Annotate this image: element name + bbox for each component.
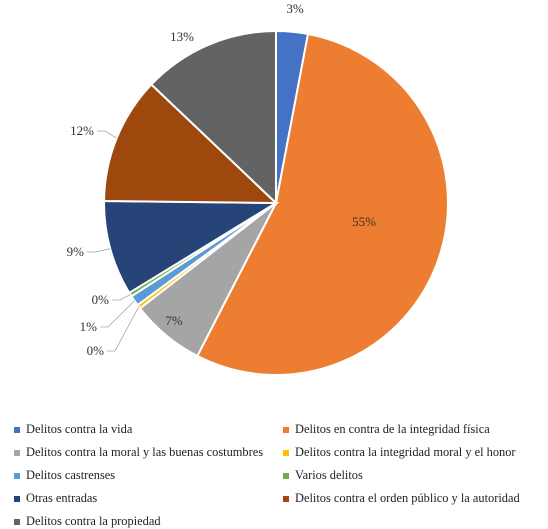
leader-line (107, 306, 140, 352)
pie-slice (195, 32, 449, 376)
legend-label: Delitos contra la integridad moral y el … (295, 445, 516, 459)
pie-slice (149, 29, 277, 206)
legend-label: Delitos castrenses (26, 468, 116, 482)
legend-item: Otras entradas (14, 491, 97, 506)
legend-item: Delitos castrenses (14, 468, 115, 483)
data-label: 9% (67, 244, 85, 259)
legend-label: Delitos contra la moral y las buenas cos… (26, 445, 264, 459)
data-label: 0% (92, 292, 110, 307)
legend-swatch (283, 426, 289, 433)
data-label: 13% (170, 29, 194, 44)
pie-slices (102, 29, 449, 376)
legend-item: Delitos contra la integridad moral y el … (283, 445, 516, 460)
legend: Delitos contra la vida Delitos en contra … (0, 400, 548, 529)
data-label: 55% (352, 214, 376, 229)
leader-lines (87, 130, 140, 352)
legend-label: Otras entradas (26, 491, 98, 505)
legend-label: Delitos contra la propiedad (26, 514, 161, 528)
legend-item: Delitos contra la propiedad (14, 514, 161, 529)
leader-line (112, 294, 131, 301)
legend-label: Delitos contra el orden público y la aut… (295, 491, 520, 505)
legend-label: Delitos en contra de la integridad físic… (295, 422, 490, 436)
legend-item: Delitos contra la vida (14, 422, 132, 437)
leader-line (97, 130, 117, 139)
leader-line (100, 300, 135, 328)
legend-label: Varios delitos (295, 468, 363, 482)
legend-swatch (283, 449, 289, 456)
legend-swatch (14, 426, 20, 433)
legend-swatch (283, 495, 289, 502)
pie-chart: 3% 55% 7% 0% 1% 0% 9% 12% 13% (67, 1, 449, 376)
legend-swatch (14, 518, 20, 525)
data-label: 1% (80, 319, 98, 334)
legend-swatch (14, 472, 20, 479)
data-labels: 3% 55% 7% 0% 1% 0% 9% 12% 13% (67, 1, 376, 358)
legend-item: Delitos contra la moral y las buenas cos… (14, 445, 263, 460)
data-label: 12% (70, 123, 94, 138)
leader-line (87, 248, 111, 253)
legend-swatch (14, 495, 20, 502)
data-label: 0% (87, 343, 105, 358)
legend-item: Varios delitos (283, 468, 363, 483)
data-label: 3% (286, 1, 304, 16)
legend-swatch (14, 449, 20, 456)
legend-item: Delitos contra el orden público y la aut… (283, 491, 520, 506)
legend-item: Delitos en contra de la integridad físic… (283, 422, 490, 437)
legend-label: Delitos contra la vida (26, 422, 133, 436)
data-label: 7% (165, 313, 183, 328)
legend-swatch (283, 472, 289, 479)
pie-slice (103, 199, 280, 295)
